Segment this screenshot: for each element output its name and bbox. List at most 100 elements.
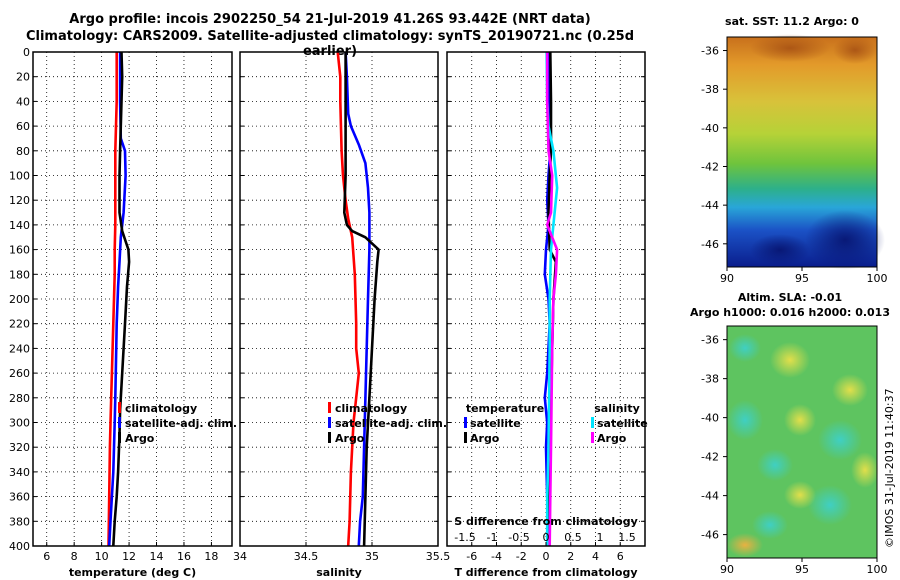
legend-label: climatology: [125, 402, 197, 415]
series-line-satellite-adj-clim-: [107, 52, 127, 547]
sst-warm-patch: [833, 36, 877, 64]
sst-map-title: sat. SST: 11.2 Argo: 0: [725, 15, 859, 28]
legend-label: Argo: [470, 432, 500, 445]
sla-cyan-patch: [729, 334, 761, 362]
s-tick-label: -1.5: [454, 531, 475, 544]
series-line-satellite-adj-clim-: [344, 51, 371, 547]
y-tick-label: 200: [9, 293, 30, 306]
legend-title-temperature: temperature: [466, 402, 544, 415]
y-tick-label: -46: [701, 529, 719, 542]
legend-swatch: [464, 417, 467, 428]
y-tick-label: 120: [9, 194, 30, 207]
y-tick-label: 80: [16, 145, 30, 158]
sla-cyan-patch: [808, 485, 852, 525]
legend-swatch: [118, 402, 121, 413]
x-tick-label: 34.5: [294, 550, 319, 563]
y-tick-label: 240: [9, 342, 30, 355]
y-tick-label: 60: [16, 120, 30, 133]
sst-map-panel: sat. SST: 11.2 Argo: 0 90 95 100 -36 -38 -40 -…: [701, 15, 887, 285]
y-tick-label: -38: [701, 83, 719, 96]
x-tick-label: -4: [491, 550, 502, 563]
legend-swatch: [464, 432, 467, 443]
s-tick-label: -1: [487, 531, 498, 544]
legend-label: satellite: [470, 417, 521, 430]
sla-map-title-1: Altim. SLA: -0.01: [738, 291, 842, 304]
sla-cyan-patch: [818, 420, 862, 460]
x-axis-label: salinity: [316, 566, 362, 579]
y-tick-label: -46: [701, 238, 719, 251]
y-tick-label: -38: [701, 373, 719, 386]
s-tick-label: -0.5: [508, 531, 529, 544]
x-tick-label: 100: [867, 272, 888, 285]
difference-panel: -6 -4 -2 0 2 4 6 T difference from climatology t…: [446, 51, 648, 579]
x-tick-label: 0: [543, 550, 550, 563]
x-tick-label: 8: [71, 550, 78, 563]
series-line-climatology: [107, 52, 118, 547]
series-line-argo: [342, 52, 380, 547]
y-tick-label: -36: [701, 334, 719, 347]
x-tick-label: 2: [567, 550, 574, 563]
x-tick-label: 90: [720, 563, 734, 576]
y-tick-label: 140: [9, 219, 30, 232]
legend-label: Argo: [335, 432, 365, 445]
y-tick-label: 320: [9, 441, 30, 454]
legend-title-salinity: salinity: [594, 402, 640, 415]
legend-label: Argo: [125, 432, 155, 445]
y-tick-label: 160: [9, 244, 30, 257]
temperature-panel: 0 20 40 60 80 100 120 140 160 180 200 220 240 260 280 3…: [9, 46, 237, 579]
y-tick-label: 0: [23, 46, 30, 59]
series-line-s-argo: [545, 52, 559, 547]
series-line-argo: [112, 51, 131, 547]
x-axis-label: T difference from climatology: [454, 566, 637, 579]
x-tick-label: 35.5: [426, 550, 451, 563]
s-tick-label: 1.5: [618, 531, 636, 544]
sla-cyan-patch: [752, 511, 788, 539]
page-title-line-1: Argo profile: incois 2902250_54 21-Jul-2…: [69, 12, 591, 27]
legend-swatch: [118, 417, 121, 428]
sla-yellow-patch: [770, 342, 810, 378]
sla-map-axes: 90 95 100 -36 -38 -40 -42 -44 -46: [701, 334, 887, 576]
y-tick-label: 220: [9, 318, 30, 331]
y-tick-label: 380: [9, 515, 30, 528]
legend-label: satellite: [597, 417, 648, 430]
legend-swatch: [328, 417, 331, 428]
sst-cold-patch: [750, 234, 810, 266]
y-tick-label: 100: [9, 170, 30, 183]
s-tick-label: 1: [597, 531, 604, 544]
legend-swatch: [591, 432, 594, 443]
legend-swatch: [118, 432, 121, 443]
sla-yellow-patch: [784, 481, 816, 509]
y-tick-label: -42: [701, 451, 719, 464]
sla-cyan-patch: [757, 449, 793, 481]
x-tick-label: 14: [150, 550, 164, 563]
x-tick-label: 100: [867, 563, 888, 576]
salinity-panel: 34 34.5 35 35.5 salinity climatology satellite…: [233, 51, 451, 579]
x-tick-label: 6: [617, 550, 624, 563]
x-tick-label: 95: [795, 272, 809, 285]
legend-label: climatology: [335, 402, 407, 415]
x-tick-label: 95: [795, 563, 809, 576]
sst-map-axes: 90 95 100 -36 -38 -40 -42 -44 -46: [701, 45, 887, 285]
s-tick-label: 0: [543, 531, 550, 544]
x-tick-label: 6: [43, 550, 50, 563]
sla-yellow-patch: [784, 404, 816, 436]
y-tick-label: 20: [16, 71, 30, 84]
y-tick-label: 300: [9, 417, 30, 430]
sla-yellow-patch: [832, 374, 868, 406]
plot-frame: [32, 51, 233, 547]
y-tick-label: -44: [701, 199, 719, 212]
y-tick-label: 360: [9, 491, 30, 504]
sst-cold-patch: [805, 210, 885, 270]
x-tick-label: 18: [204, 550, 218, 563]
x-tick-label: 4: [592, 550, 599, 563]
timestamp-label: ©IMOS 31-Jul-2019 11:40:37: [883, 388, 896, 548]
sla-orange-patch: [727, 533, 763, 557]
y-tick-label: 260: [9, 367, 30, 380]
sla-cyan-patch: [727, 400, 763, 440]
x-tick-label: 34: [233, 550, 247, 563]
legend-label: satellite-adj. clim.: [125, 417, 237, 430]
y-tick-label: -42: [701, 160, 719, 173]
x-tick-label: 10: [95, 550, 109, 563]
y-tick-label: 400: [9, 540, 30, 553]
sla-yellow-patch: [851, 452, 879, 488]
